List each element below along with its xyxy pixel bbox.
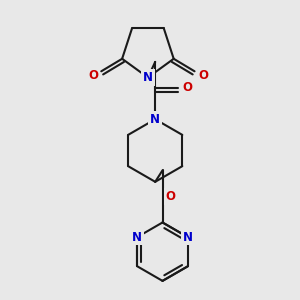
Text: O: O xyxy=(182,81,193,94)
Text: N: N xyxy=(143,71,153,84)
Text: N: N xyxy=(183,231,193,244)
Text: O: O xyxy=(198,69,208,82)
Text: O: O xyxy=(88,69,98,82)
Text: N: N xyxy=(150,113,160,126)
Text: N: N xyxy=(132,231,142,244)
Text: O: O xyxy=(166,190,176,203)
